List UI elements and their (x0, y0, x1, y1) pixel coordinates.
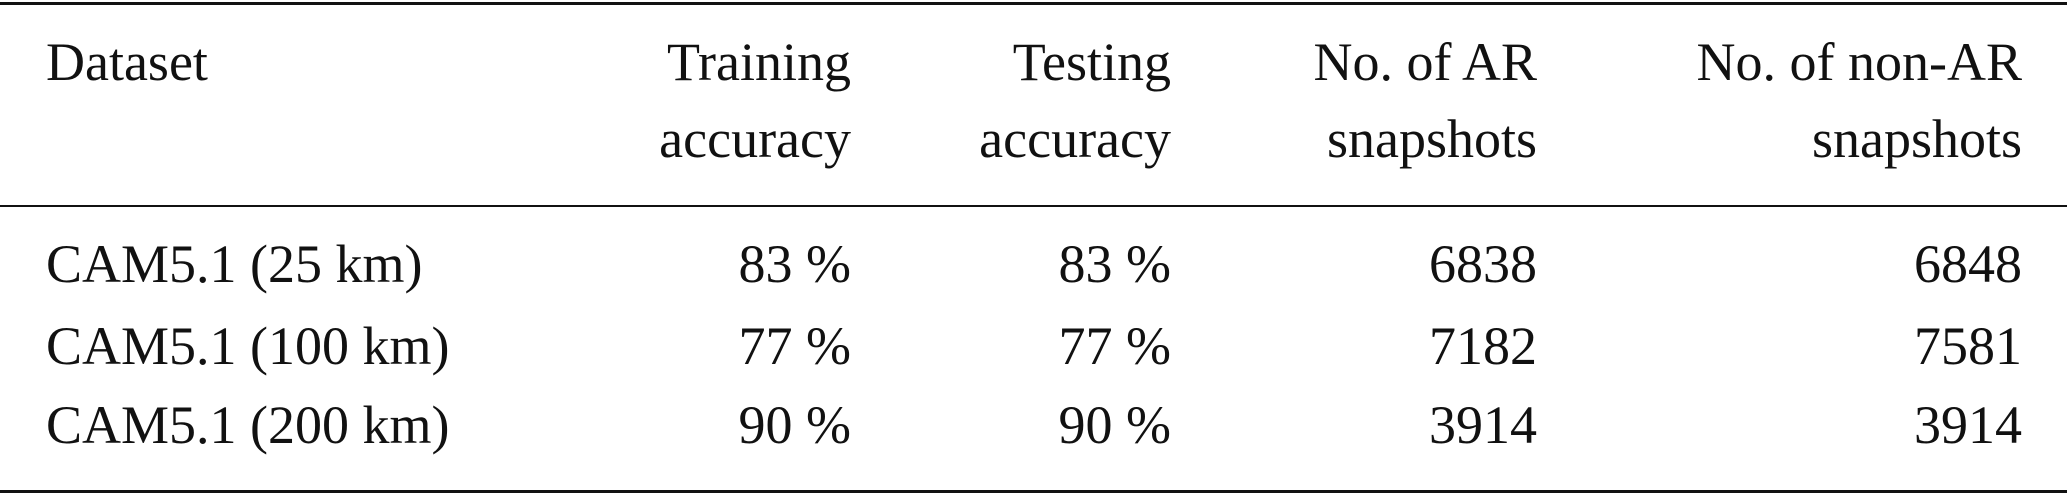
table-cell: CAM5.1 (100 km) (46, 316, 450, 376)
table-cell: 77 % (1058, 316, 1171, 376)
header-cell: snapshots (1811, 109, 2022, 169)
header-cell: snapshots (1326, 109, 1537, 169)
header-cell: accuracy (979, 109, 1171, 169)
table-cell: 77 % (738, 316, 851, 376)
header-cell: Testing (1012, 32, 1171, 92)
table-cell: 3914 (1914, 395, 2022, 455)
header-cell: No. of AR (1313, 32, 1537, 92)
table-cell: 6848 (1914, 234, 2022, 294)
table-cell: CAM5.1 (25 km) (46, 234, 423, 294)
header-cell: accuracy (659, 109, 851, 169)
top-rule (0, 2, 2067, 5)
table-cell: CAM5.1 (200 km) (46, 395, 450, 455)
table-cell: 7182 (1429, 316, 1537, 376)
header-cell: Dataset (46, 32, 208, 92)
header-cell: Training (666, 32, 851, 92)
table-cell: 83 % (1058, 234, 1171, 294)
table-cell: 90 % (1058, 395, 1171, 455)
table-cell: 6838 (1429, 234, 1537, 294)
table-cell: 83 % (738, 234, 851, 294)
header-cell: No. of non-AR (1696, 32, 2022, 92)
bottom-rule (0, 490, 2067, 493)
table-cell: 3914 (1429, 395, 1537, 455)
mid-rule (0, 205, 2067, 207)
table-cell: 7581 (1914, 316, 2022, 376)
table-cell: 90 % (738, 395, 851, 455)
